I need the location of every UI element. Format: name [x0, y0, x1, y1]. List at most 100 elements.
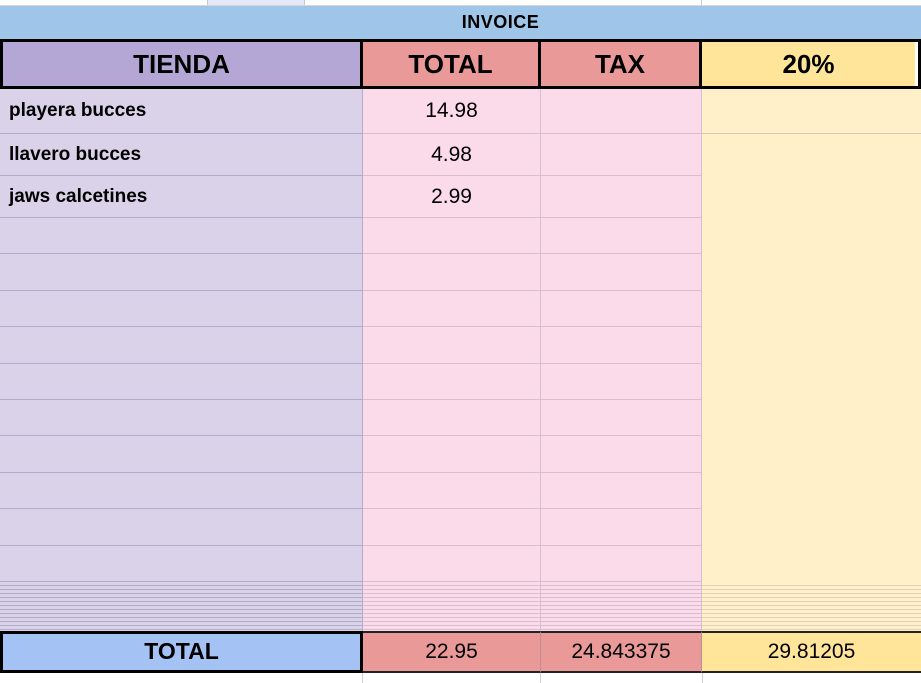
cell-item-20pct[interactable] [702, 134, 921, 176]
cell-empty-total[interactable] [363, 509, 541, 546]
cell-empty-20pct[interactable] [702, 363, 921, 400]
item-row: jaws calcetines 2.99 [0, 176, 921, 218]
cell-grand-total-label[interactable]: TOTAL [0, 630, 363, 673]
cell-empty-20pct[interactable] [702, 218, 921, 255]
cell-item-20pct[interactable] [702, 176, 921, 218]
cell-empty-tax[interactable] [541, 472, 702, 510]
cell-empty-tax[interactable] [541, 327, 702, 364]
cell-empty-tax[interactable] [541, 436, 702, 473]
cell-empty-total[interactable] [363, 545, 541, 582]
cell-empty-tax[interactable] [541, 399, 702, 437]
cell-item-total[interactable]: 4.98 [363, 134, 541, 176]
header-label-total: TOTAL [408, 48, 493, 79]
cell-grand-tax-value[interactable]: 24.843375 [541, 630, 702, 673]
item-total-text: 4.98 [431, 142, 472, 166]
collapsed-rows-stripes [0, 581, 921, 631]
cell-empty-20pct[interactable] [702, 254, 921, 291]
cell-empty-20pct[interactable] [702, 399, 921, 437]
cell-empty-tax[interactable] [541, 254, 702, 291]
cell-item-tax[interactable] [541, 176, 702, 218]
cell-empty-tienda[interactable] [0, 436, 363, 473]
header-label-tax: TAX [594, 48, 646, 79]
item-total-text: 2.99 [431, 184, 472, 208]
item-name-text: llavero bucces [9, 143, 142, 165]
cell-empty-tax[interactable] [541, 290, 702, 328]
cell-item-name[interactable]: jaws calcetines [0, 176, 363, 218]
cell-grand-total-value[interactable]: 22.95 [363, 630, 541, 673]
header-cell-total[interactable]: TOTAL [363, 42, 541, 86]
cell-empty-tienda[interactable] [0, 363, 363, 400]
cell-empty-total[interactable] [363, 327, 541, 364]
gridline-segment [362, 672, 542, 683]
empty-row [0, 218, 921, 255]
gridline-segment [0, 672, 363, 683]
cell-empty-total[interactable] [363, 399, 541, 437]
grand-total-label-text: TOTAL [144, 638, 219, 665]
cell-empty-tax[interactable] [541, 509, 702, 546]
empty-row [0, 254, 921, 291]
cell-item-name[interactable]: llavero bucces [0, 134, 363, 176]
cell-empty-20pct[interactable] [702, 545, 921, 582]
gridline-segment [702, 672, 921, 683]
cell-empty-total[interactable] [363, 218, 541, 255]
cell-empty-tienda[interactable] [0, 218, 363, 255]
cell-empty-total[interactable] [363, 290, 541, 328]
grand-total-value-text: 22.95 [425, 639, 478, 663]
stripes-tienda [0, 581, 363, 631]
stripes-20pct [702, 581, 921, 631]
gridline-segment [541, 672, 703, 683]
stripes-total [363, 581, 541, 631]
cell-item-total[interactable]: 2.99 [363, 176, 541, 218]
cell-empty-total[interactable] [363, 254, 541, 291]
bottom-row-sliver [0, 672, 921, 683]
empty-row [0, 472, 921, 510]
header-label-20pct: 20% [782, 48, 835, 79]
cell-empty-total[interactable] [363, 436, 541, 473]
cell-grand-20pct-value[interactable]: 29.81205 [702, 630, 921, 673]
gridline-vertical [304, 0, 305, 5]
cell-empty-tienda[interactable] [0, 290, 363, 328]
cell-empty-20pct[interactable] [702, 327, 921, 364]
item-row: playera bucces 14.98 [0, 89, 921, 134]
top-row-sliver [0, 0, 921, 6]
gridline-vertical [701, 0, 702, 5]
cell-empty-tax[interactable] [541, 545, 702, 582]
empty-row [0, 290, 921, 328]
empty-row [0, 545, 921, 582]
item-name-text: jaws calcetines [9, 185, 148, 207]
item-name-text: playera bucces [9, 100, 147, 121]
cell-empty-20pct[interactable] [702, 509, 921, 546]
header-cell-20pct[interactable]: 20% [702, 42, 915, 86]
empty-rows-block [0, 218, 921, 582]
empty-row [0, 363, 921, 400]
item-row: llavero bucces 4.98 [0, 134, 921, 176]
cell-empty-tienda[interactable] [0, 472, 363, 510]
cell-empty-tienda[interactable] [0, 545, 363, 582]
cell-empty-tienda[interactable] [0, 327, 363, 364]
header-cell-tax[interactable]: TAX [541, 42, 702, 86]
cell-item-tax[interactable] [541, 134, 702, 176]
cell-empty-tienda[interactable] [0, 509, 363, 546]
empty-row [0, 327, 921, 364]
totals-row: TOTAL 22.95 24.843375 29.81205 [0, 630, 921, 673]
cell-empty-total[interactable] [363, 363, 541, 400]
cell-item-total[interactable]: 14.98 [363, 89, 541, 134]
invoice-title-cell[interactable]: INVOICE [0, 6, 921, 39]
cell-empty-total[interactable] [363, 472, 541, 510]
cell-item-name[interactable]: playera bucces [0, 89, 363, 134]
cell-item-tax[interactable] [541, 89, 702, 134]
cell-empty-20pct[interactable] [702, 290, 921, 328]
header-row: TIENDA TOTAL TAX 20% [0, 39, 921, 89]
cell-empty-tax[interactable] [541, 363, 702, 400]
grand-tax-value-text: 24.843375 [571, 639, 671, 663]
empty-row [0, 436, 921, 473]
cell-item-20pct[interactable] [702, 89, 921, 134]
cell-empty-20pct[interactable] [702, 436, 921, 473]
cell-empty-tax[interactable] [541, 218, 702, 255]
cell-empty-tienda[interactable] [0, 399, 363, 437]
empty-row [0, 509, 921, 546]
cell-empty-tienda[interactable] [0, 254, 363, 291]
cell-empty-20pct[interactable] [702, 472, 921, 510]
header-cell-tienda[interactable]: TIENDA [3, 42, 363, 86]
